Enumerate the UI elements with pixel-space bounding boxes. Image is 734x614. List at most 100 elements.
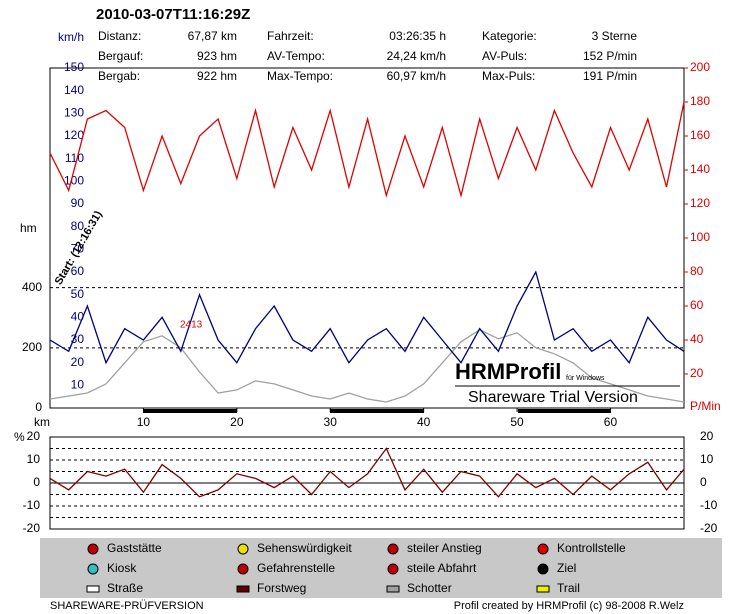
y2-tick-label: 40 <box>690 332 704 346</box>
legend-box <box>40 538 722 598</box>
y2-tick-label: 100 <box>690 230 710 244</box>
y2-axis-label: P/Min <box>690 399 721 413</box>
speed-tick-label: 30 <box>71 332 85 346</box>
y2-tick-label: 60 <box>690 298 704 312</box>
legend-label: Schotter <box>407 581 452 595</box>
legend-icon <box>237 563 249 575</box>
legend-icon <box>537 563 549 575</box>
surface-segment <box>143 409 237 413</box>
data-line <box>49 270 685 365</box>
marker-annotation: 2413 <box>180 320 203 331</box>
speed-axis-label: km/h <box>58 30 84 44</box>
footer-right: Profil created by HRMProfil (c) 98-2008 … <box>454 600 684 612</box>
legend-label: Straße <box>107 581 143 595</box>
stat-value: 3 Sterne <box>592 29 638 43</box>
stat-label: AV-Puls: <box>482 49 527 63</box>
surface-bar <box>143 409 611 413</box>
surface-segment <box>330 409 424 413</box>
hm-tick-label: 0 <box>35 400 42 414</box>
watermark-trial: Shareware Trial Version <box>468 389 638 406</box>
stat-value: 923 hm <box>197 49 237 63</box>
stat-value: 152 P/min <box>583 49 637 63</box>
x-tick-label: 60 <box>604 415 618 429</box>
legend-icon <box>87 563 99 575</box>
legend-icon <box>236 585 250 593</box>
data-line <box>49 447 685 498</box>
stat-label: Fahrzeit: <box>267 29 314 43</box>
gradient-tick-label: -10 <box>23 498 41 512</box>
legend-label: Forstweg <box>257 581 306 595</box>
legend-label: Trail <box>557 581 580 595</box>
y2-tick-label: 80 <box>690 264 704 278</box>
legend-icon <box>86 585 100 593</box>
hm-tick-label: 400 <box>22 280 42 294</box>
stat-value: 60,97 km/h <box>387 69 446 83</box>
stat-label: Kategorie: <box>482 29 537 43</box>
gradient-tick-label-right: 0 <box>700 475 707 489</box>
y2-tick-label: 140 <box>690 162 710 176</box>
gradient-tick-label-right: -20 <box>700 521 718 535</box>
x-tick-label: 20 <box>230 415 244 429</box>
speed-tick-label: 60 <box>71 264 85 278</box>
gradient-tick-label: 20 <box>27 429 41 443</box>
gradient-tick-label-right: 10 <box>700 452 714 466</box>
speed-tick-label: 10 <box>71 378 85 392</box>
gradient-tick-label-right: -10 <box>700 498 718 512</box>
y2-tick-label: 180 <box>690 94 710 108</box>
stat-label: Max-Puls: <box>482 69 535 83</box>
title: 2010-03-07T11:16:29Z <box>96 6 250 23</box>
x-tick-label: 30 <box>324 415 338 429</box>
footer-left: SHAREWARE-PRÜFVERSION <box>50 600 204 612</box>
speed-tick-label: 20 <box>71 355 85 369</box>
stat-value: 03:26:35 h <box>389 29 446 43</box>
gradient-tick-label: 10 <box>27 452 41 466</box>
legend-label: Ziel <box>557 561 576 575</box>
x-tick-label: 10 <box>137 415 151 429</box>
speed-tick-label: 100 <box>64 174 84 188</box>
stat-label: Bergab: <box>98 69 140 83</box>
legend-label: steiler Anstieg <box>407 541 482 555</box>
stat-value: 24,24 km/h <box>387 49 446 63</box>
speed-tick-label: 150 <box>64 60 84 74</box>
gradient-tick-label-right: 20 <box>700 429 714 443</box>
legend-icon <box>387 563 399 575</box>
y2-tick-label: 120 <box>690 196 710 210</box>
legend-label: steile Abfahrt <box>407 561 477 575</box>
y2-tick-label: 200 <box>690 60 710 74</box>
legend-label: Sehenswürdigkeit <box>257 541 352 555</box>
speed-tick-label: 140 <box>64 83 84 97</box>
gradient-tick-label: -20 <box>23 521 41 535</box>
data-line <box>49 101 685 199</box>
legend-label: Gaststätte <box>107 541 162 555</box>
watermark-sub: für Windows <box>566 375 605 382</box>
speed-tick-label: 50 <box>71 287 85 301</box>
hm-tick-label: 200 <box>22 340 42 354</box>
y2-tick-label: 160 <box>690 128 710 142</box>
speed-tick-label: 130 <box>64 106 84 120</box>
legend-icon <box>386 585 400 593</box>
legend-icon <box>237 543 249 555</box>
legend-label: Gefahrenstelle <box>257 561 335 575</box>
gradient-tick-label: 0 <box>33 475 40 489</box>
surface-segment <box>518 409 611 413</box>
x-tick-label: 50 <box>510 415 524 429</box>
speed-tick-label: 120 <box>64 128 84 142</box>
gradient-axis-label: % <box>14 430 25 444</box>
speed-tick-label: 70 <box>71 242 85 256</box>
stat-label: AV-Tempo: <box>267 49 325 63</box>
legend-icon <box>87 543 99 555</box>
y2-tick-label: 20 <box>690 366 704 380</box>
legend-label: Kiosk <box>107 561 137 575</box>
speed-tick-label: 40 <box>71 310 85 324</box>
stat-value: 191 P/min <box>583 69 637 83</box>
hm-axis-label: hm <box>20 221 37 235</box>
watermark-title: HRMProfil <box>455 359 561 384</box>
speed-tick-label: 90 <box>71 196 85 210</box>
legend-icon <box>536 585 550 593</box>
legend-label: Kontrollstelle <box>557 541 626 555</box>
legend-icon <box>537 543 549 555</box>
speed-tick-label: 110 <box>65 151 84 165</box>
stat-label: Max-Tempo: <box>267 69 333 83</box>
